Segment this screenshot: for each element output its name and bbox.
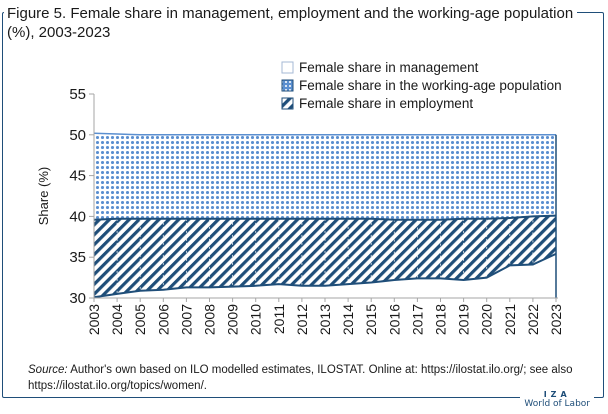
series-line-management: [93, 252, 557, 299]
x-tick-label: 2006: [155, 304, 171, 335]
logo-brand: IZA: [543, 390, 571, 399]
x-tick-label: 2004: [109, 304, 125, 335]
x-tick-label: 2014: [340, 304, 356, 335]
legend-label: Female share in the working-age populati…: [299, 78, 562, 93]
source-text: Author's own based on ILO modelled estim…: [28, 364, 573, 392]
x-tick-label: 2011: [271, 304, 287, 334]
y-tick-label: 40: [69, 208, 86, 225]
y-tick-label: 45: [69, 168, 86, 185]
x-tick-label: 2022: [525, 304, 541, 335]
x-tick-label: 2019: [456, 304, 472, 335]
legend-label: Female share in management: [299, 60, 479, 75]
legend-swatch: [281, 79, 294, 92]
logo-subtitle: World of Labor: [524, 399, 590, 409]
y-axis-label: Share (%): [36, 167, 51, 226]
x-tick-label: 2016: [386, 304, 402, 335]
series-area-management: [94, 253, 556, 298]
figure-title: Figure 5. Female share in management, em…: [4, 4, 600, 42]
x-tick-label: 2003: [86, 304, 102, 335]
x-tick-label: 2005: [132, 304, 148, 335]
x-tick-label: 2007: [178, 304, 194, 335]
legend-swatch: [281, 61, 294, 74]
x-tick-label: 2010: [248, 304, 264, 335]
x-tick-label: 2009: [225, 304, 241, 335]
x-tick-label: 2023: [548, 304, 564, 335]
x-tick-label: 2012: [294, 304, 310, 335]
x-tick-label: 2015: [363, 304, 379, 335]
x-tick-label: 2020: [479, 304, 495, 335]
y-tick-label: 30: [69, 290, 86, 307]
series-line-employment: [93, 214, 557, 221]
legend-label: Female share in employment: [299, 96, 473, 111]
x-tick-label: 2017: [409, 304, 425, 335]
source-label: Source:: [28, 364, 68, 376]
legend-swatch: [281, 97, 294, 110]
x-tick-label: 2008: [202, 304, 218, 335]
y-tick-label: 35: [69, 249, 86, 266]
x-tick-label: 2018: [433, 304, 449, 335]
y-tick-label: 55: [69, 86, 86, 103]
iza-logo: IZA World of Labor: [520, 390, 594, 409]
y-tick-label: 50: [69, 127, 86, 144]
x-tick-label: 2021: [502, 304, 518, 335]
x-tick-label: 2013: [317, 304, 333, 335]
source-note: Source: Author's own based on ILO modell…: [28, 362, 593, 394]
series-line-working-age: [93, 132, 556, 136]
